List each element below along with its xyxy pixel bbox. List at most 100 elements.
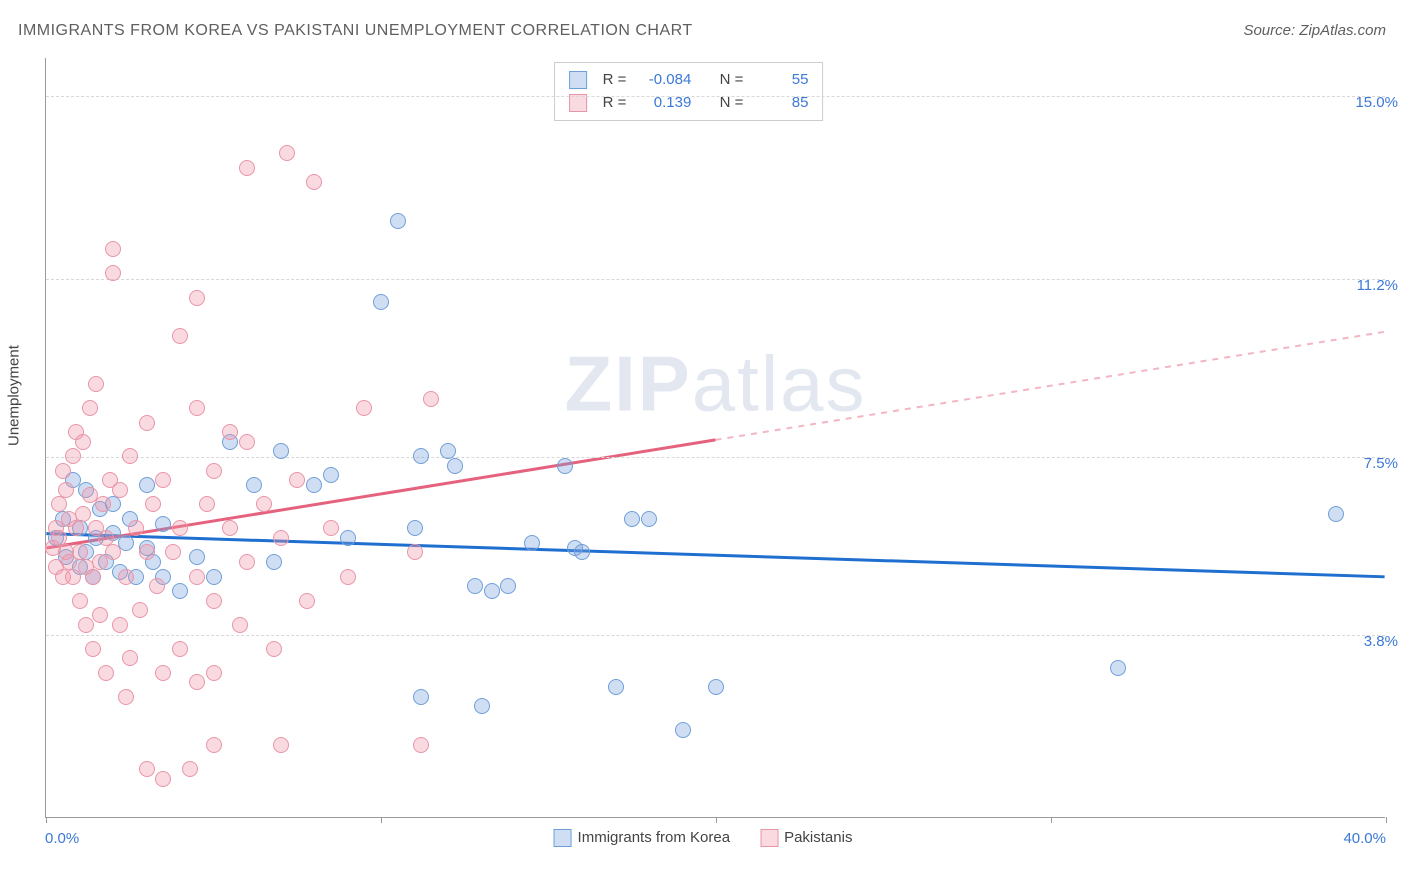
data-point bbox=[675, 722, 691, 738]
data-point bbox=[105, 241, 121, 257]
data-point bbox=[279, 145, 295, 161]
data-point bbox=[172, 583, 188, 599]
data-point bbox=[273, 737, 289, 753]
data-point bbox=[708, 679, 724, 695]
data-point bbox=[55, 463, 71, 479]
r-label: R = bbox=[603, 69, 627, 92]
data-point bbox=[112, 617, 128, 633]
n-value-2: 85 bbox=[753, 92, 808, 115]
data-point bbox=[122, 650, 138, 666]
data-point bbox=[467, 578, 483, 594]
data-point bbox=[407, 520, 423, 536]
data-point bbox=[199, 496, 215, 512]
data-point bbox=[172, 520, 188, 536]
data-point bbox=[641, 511, 657, 527]
data-point bbox=[118, 569, 134, 585]
data-point bbox=[149, 578, 165, 594]
data-point bbox=[118, 689, 134, 705]
x-tick bbox=[381, 817, 382, 823]
data-point bbox=[145, 496, 161, 512]
swatch-series2-icon bbox=[760, 829, 778, 847]
data-point bbox=[92, 607, 108, 623]
data-point bbox=[222, 424, 238, 440]
data-point bbox=[206, 463, 222, 479]
data-point bbox=[112, 482, 128, 498]
data-point bbox=[95, 496, 111, 512]
data-point bbox=[75, 434, 91, 450]
data-point bbox=[299, 593, 315, 609]
data-point bbox=[88, 376, 104, 392]
data-point bbox=[206, 737, 222, 753]
x-tick bbox=[1386, 817, 1387, 823]
swatch-series1-icon bbox=[569, 71, 587, 89]
data-point bbox=[65, 448, 81, 464]
data-point bbox=[390, 213, 406, 229]
correlation-legend: R = -0.084 N = 55 R = 0.139 N = 85 bbox=[554, 62, 824, 121]
data-point bbox=[266, 641, 282, 657]
data-point bbox=[182, 761, 198, 777]
data-point bbox=[373, 294, 389, 310]
series-legend: Immigrants from Korea Pakistanis bbox=[554, 829, 853, 847]
gridline bbox=[46, 457, 1385, 458]
legend-row-series2: R = 0.139 N = 85 bbox=[569, 92, 809, 115]
data-point bbox=[447, 458, 463, 474]
r-value-1: -0.084 bbox=[636, 69, 691, 92]
data-point bbox=[105, 265, 121, 281]
data-point bbox=[474, 698, 490, 714]
data-point bbox=[139, 761, 155, 777]
data-point bbox=[413, 448, 429, 464]
data-point bbox=[266, 554, 282, 570]
data-point bbox=[165, 544, 181, 560]
y-tick-label: 15.0% bbox=[1355, 94, 1398, 111]
data-point bbox=[85, 641, 101, 657]
data-point bbox=[206, 593, 222, 609]
data-point bbox=[407, 544, 423, 560]
data-point bbox=[239, 160, 255, 176]
data-point bbox=[85, 569, 101, 585]
data-point bbox=[608, 679, 624, 695]
y-axis-label: Unemployment bbox=[6, 345, 23, 446]
x-tick bbox=[46, 817, 47, 823]
data-point bbox=[132, 602, 148, 618]
data-point bbox=[500, 578, 516, 594]
r-label: R = bbox=[603, 92, 627, 115]
data-point bbox=[323, 467, 339, 483]
data-point bbox=[189, 290, 205, 306]
swatch-series1-icon bbox=[554, 829, 572, 847]
data-point bbox=[239, 554, 255, 570]
data-point bbox=[232, 617, 248, 633]
data-point bbox=[189, 549, 205, 565]
data-point bbox=[289, 472, 305, 488]
data-point bbox=[155, 665, 171, 681]
data-point bbox=[51, 496, 67, 512]
data-point bbox=[82, 400, 98, 416]
legend-item-series1: Immigrants from Korea bbox=[554, 829, 731, 847]
data-point bbox=[624, 511, 640, 527]
legend-label-2: Pakistanis bbox=[784, 829, 852, 846]
data-point bbox=[306, 174, 322, 190]
data-point bbox=[155, 771, 171, 787]
data-point bbox=[557, 458, 573, 474]
data-point bbox=[413, 737, 429, 753]
data-point bbox=[323, 520, 339, 536]
data-point bbox=[172, 328, 188, 344]
data-point bbox=[222, 520, 238, 536]
data-point bbox=[1110, 660, 1126, 676]
data-point bbox=[340, 530, 356, 546]
x-tick bbox=[1051, 817, 1052, 823]
plot-area: ZIPatlas R = -0.084 N = 55 R = 0.139 N =… bbox=[45, 58, 1385, 818]
x-axis-min-label: 0.0% bbox=[45, 830, 79, 847]
data-point bbox=[524, 535, 540, 551]
data-point bbox=[72, 593, 88, 609]
data-point bbox=[128, 520, 144, 536]
n-label: N = bbox=[720, 69, 744, 92]
data-point bbox=[423, 391, 439, 407]
data-point bbox=[206, 569, 222, 585]
gridline bbox=[46, 96, 1385, 97]
data-point bbox=[172, 641, 188, 657]
y-tick-label: 3.8% bbox=[1364, 633, 1398, 650]
data-point bbox=[273, 530, 289, 546]
data-point bbox=[139, 415, 155, 431]
data-point bbox=[189, 400, 205, 416]
data-point bbox=[306, 477, 322, 493]
